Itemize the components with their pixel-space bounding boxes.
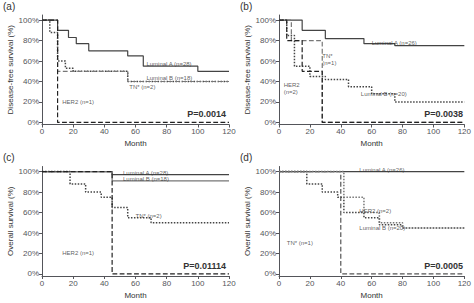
svg-text:60: 60	[367, 279, 376, 288]
svg-text:0%: 0%	[27, 269, 39, 278]
svg-text:(a): (a)	[3, 1, 15, 12]
svg-text:(n=1): (n=1)	[322, 60, 336, 66]
svg-text:60%: 60%	[23, 208, 39, 217]
svg-text:40%: 40%	[23, 77, 39, 86]
svg-text:TN* (n=2): TN* (n=2)	[129, 84, 155, 90]
svg-text:20%: 20%	[260, 97, 276, 106]
svg-text:Luminal A (n=28): Luminal A (n=28)	[123, 170, 168, 176]
svg-text:40: 40	[100, 279, 109, 288]
svg-text:P=0.0014: P=0.0014	[187, 109, 226, 119]
svg-text:0%: 0%	[264, 118, 276, 127]
svg-text:100: 100	[427, 279, 441, 288]
svg-text:Month: Month	[124, 139, 146, 148]
svg-text:120: 120	[222, 279, 236, 288]
svg-text:100%: 100%	[19, 16, 39, 25]
svg-text:60%: 60%	[260, 57, 276, 66]
svg-text:60%: 60%	[23, 57, 39, 66]
svg-text:20: 20	[69, 279, 78, 288]
svg-text:TN* (n=2): TN* (n=2)	[136, 213, 162, 219]
svg-text:(b): (b)	[240, 1, 252, 12]
svg-text:20%: 20%	[260, 249, 276, 258]
svg-text:20: 20	[305, 127, 314, 136]
svg-text:80: 80	[162, 127, 171, 136]
svg-text:HER2 (n=1): HER2 (n=1)	[62, 250, 94, 256]
svg-text:80%: 80%	[260, 36, 276, 45]
svg-text:80: 80	[398, 127, 407, 136]
svg-text:60: 60	[131, 279, 140, 288]
svg-text:40: 40	[100, 127, 109, 136]
svg-text:40%: 40%	[23, 229, 39, 238]
svg-text:Overall survival (%): Overall survival (%)	[243, 186, 252, 256]
svg-text:40: 40	[336, 279, 345, 288]
svg-text:120: 120	[222, 127, 236, 136]
svg-text:120: 120	[458, 127, 472, 136]
svg-text:Month: Month	[361, 291, 383, 300]
svg-text:100: 100	[191, 279, 205, 288]
svg-text:40%: 40%	[260, 229, 276, 238]
svg-text:0: 0	[277, 127, 282, 136]
svg-text:(n=2): (n=2)	[284, 89, 298, 95]
svg-text:Luminal A (n=26): Luminal A (n=26)	[372, 40, 417, 46]
svg-text:0%: 0%	[27, 118, 39, 127]
svg-text:P=0.0005: P=0.0005	[424, 261, 463, 271]
svg-text:Luminal B (n=18): Luminal B (n=18)	[146, 75, 192, 81]
svg-text:Month: Month	[124, 291, 146, 300]
svg-text:60: 60	[367, 127, 376, 136]
svg-text:HER2 (n=2): HER2 (n=2)	[359, 208, 391, 214]
svg-text:80: 80	[398, 279, 407, 288]
svg-text:80%: 80%	[23, 188, 39, 197]
svg-text:P=0.0038: P=0.0038	[424, 109, 463, 119]
svg-text:Month: Month	[361, 139, 383, 148]
svg-text:Disease-free survival (%): Disease-free survival (%)	[6, 25, 15, 115]
svg-text:TN*: TN*	[322, 53, 333, 59]
svg-text:40%: 40%	[260, 77, 276, 86]
svg-text:20%: 20%	[23, 249, 39, 258]
svg-text:Disease-free survival (%): Disease-free survival (%)	[243, 25, 252, 115]
svg-text:20: 20	[305, 279, 314, 288]
svg-text:120: 120	[458, 279, 472, 288]
svg-text:(c): (c)	[3, 152, 15, 163]
svg-text:0: 0	[40, 127, 45, 136]
svg-text:40: 40	[336, 127, 345, 136]
svg-text:TN* (n=1): TN* (n=1)	[287, 240, 313, 246]
svg-text:80: 80	[162, 279, 171, 288]
svg-text:100%: 100%	[256, 167, 276, 176]
svg-text:20%: 20%	[23, 97, 39, 106]
svg-text:100%: 100%	[19, 167, 39, 176]
svg-text:100: 100	[191, 127, 205, 136]
svg-text:60%: 60%	[260, 208, 276, 217]
svg-text:80%: 80%	[23, 36, 39, 45]
svg-text:Luminal B (n=20): Luminal B (n=20)	[359, 225, 405, 231]
svg-text:100: 100	[427, 127, 441, 136]
svg-text:60: 60	[131, 127, 140, 136]
svg-text:Luminal A (n=26): Luminal A (n=26)	[359, 167, 404, 173]
svg-text:P=0.01114: P=0.01114	[183, 261, 226, 271]
svg-text:Luminal B (n=18): Luminal B (n=18)	[123, 176, 169, 182]
svg-text:0: 0	[40, 279, 45, 288]
svg-text:Luminal A (n=28): Luminal A (n=28)	[146, 61, 191, 67]
svg-text:Luminal B (n=20): Luminal B (n=20)	[361, 91, 407, 97]
svg-text:20: 20	[69, 127, 78, 136]
svg-text:HER2: HER2	[284, 82, 301, 88]
svg-text:100%: 100%	[256, 16, 276, 25]
svg-text:0%: 0%	[264, 269, 276, 278]
svg-text:0: 0	[277, 279, 282, 288]
svg-text:HER2 (n=1): HER2 (n=1)	[62, 99, 94, 105]
svg-text:80%: 80%	[260, 188, 276, 197]
svg-text:(d): (d)	[240, 152, 252, 163]
svg-text:Overall survival (%): Overall survival (%)	[6, 186, 15, 256]
